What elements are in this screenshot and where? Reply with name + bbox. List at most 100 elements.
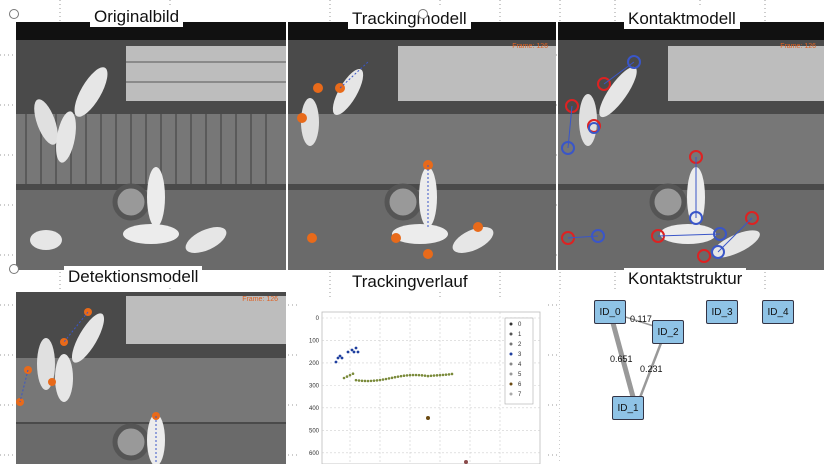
- track-point: [420, 374, 424, 377]
- track-point: [356, 350, 360, 354]
- track-point: [444, 373, 448, 376]
- track-point: [375, 379, 379, 382]
- graph-node-id3[interactable]: ID_3: [706, 300, 738, 324]
- legend-entry: 1: [518, 332, 522, 338]
- pen-photo: [16, 22, 286, 270]
- panel-title-structure: Kontaktstruktur: [624, 268, 747, 289]
- track-point: [432, 374, 436, 377]
- graph-node-id0[interactable]: ID_0: [594, 300, 626, 324]
- selection-handle[interactable]: [9, 9, 19, 19]
- track-point: [438, 373, 442, 377]
- track-point: [447, 373, 451, 376]
- track-point: [390, 376, 394, 380]
- track-point: [411, 373, 415, 377]
- track-point: [381, 378, 385, 381]
- track-point: [369, 379, 373, 383]
- legend-entry: 2: [518, 342, 522, 348]
- track-point: [387, 377, 391, 380]
- legend-marker: [509, 322, 513, 326]
- track-point: [393, 375, 397, 379]
- track-point: [384, 377, 388, 381]
- y-tick-label: 400: [309, 406, 320, 412]
- track-point: [426, 374, 430, 378]
- contact-photo: [558, 22, 824, 270]
- legend-marker: [509, 372, 513, 376]
- track-point: [441, 373, 445, 377]
- panel-title-contact: Kontaktmodell: [624, 8, 740, 29]
- graph-node-id1[interactable]: ID_1: [612, 396, 644, 420]
- y-tick-label: 100: [309, 338, 320, 344]
- edge-weight-label: 0.117: [630, 314, 652, 324]
- y-tick-label: 200: [309, 361, 320, 367]
- frame-counter: Frame: 126: [780, 43, 816, 50]
- track-point: [450, 372, 454, 376]
- legend-entry: 7: [518, 392, 522, 398]
- track-point: [414, 373, 418, 377]
- track-point: [423, 374, 427, 377]
- selection-handle[interactable]: [418, 9, 428, 19]
- track-point: [378, 378, 382, 382]
- plot-area: [321, 311, 541, 464]
- track-point: [354, 378, 358, 382]
- panel-title-detection: Detektionsmodell: [64, 266, 203, 287]
- legend-marker: [509, 352, 513, 356]
- legend-marker: [509, 342, 513, 346]
- legend-entry: 3: [518, 352, 522, 358]
- track-point: [417, 373, 421, 377]
- track-point: [348, 373, 352, 377]
- track-point: [402, 374, 406, 378]
- legend-marker: [509, 392, 513, 396]
- track-point: [342, 376, 346, 380]
- track-point: [372, 379, 376, 383]
- graph-node-id4[interactable]: ID_4: [762, 300, 794, 324]
- track-point: [352, 350, 356, 354]
- legend-marker: [509, 362, 513, 366]
- track-point: [426, 416, 430, 420]
- track-point: [464, 460, 468, 464]
- edge-weight-label: 0.231: [640, 364, 663, 374]
- track-point: [357, 379, 361, 382]
- y-tick-label: 0: [316, 316, 320, 322]
- edge-id0-id1: [607, 311, 639, 409]
- edge-weight-label: 0.651: [610, 354, 633, 364]
- graph-node-id2[interactable]: ID_2: [652, 320, 684, 344]
- legend-marker: [509, 332, 513, 336]
- legend-entry: 4: [518, 362, 522, 368]
- track-point: [363, 379, 367, 383]
- track-point: [408, 373, 412, 377]
- trajectory-chart: 0 100 200 300 400 500 600 0 1 2 3 4 5 6 7: [309, 311, 541, 464]
- track-point: [350, 348, 354, 352]
- track-point: [351, 372, 355, 375]
- legend-entry: 0: [518, 322, 522, 328]
- legend-entry: 6: [518, 382, 522, 388]
- tracking-photo: [288, 22, 556, 270]
- track-point: [338, 354, 342, 358]
- trajectory-chart-panel: 0 100 200 300 400 500 600 0 1 2 3 4 5 6 7: [300, 300, 545, 464]
- track-point: [360, 379, 364, 383]
- panel-title-trajectory: Trackingverlauf: [348, 271, 472, 292]
- y-tick-label: 500: [309, 428, 320, 434]
- contact-structure-panel: ID_0 ID_2 ID_3 ID_4 ID_1 0.117 0.651 0.2…: [560, 292, 824, 464]
- y-tick-label: 600: [309, 451, 320, 457]
- track-point: [346, 350, 350, 354]
- track-point: [405, 374, 409, 377]
- legend-box: [504, 317, 534, 405]
- detection-photo: [16, 292, 286, 464]
- track-point: [345, 375, 349, 378]
- track-point: [435, 374, 439, 377]
- track-point: [366, 379, 370, 383]
- frame-counter: Frame: 126: [512, 43, 548, 50]
- original-image-panel: [16, 22, 286, 270]
- track-point: [399, 374, 403, 378]
- track-point: [354, 346, 358, 350]
- panel-title-tracking: Trackingmodell: [348, 8, 471, 29]
- contact-model-panel: Frame: 126: [558, 22, 824, 270]
- legend-entry: 5: [518, 372, 522, 378]
- selection-handle[interactable]: [9, 264, 19, 274]
- track-point: [334, 360, 338, 364]
- tracking-model-panel: Frame: 126: [288, 22, 556, 270]
- frame-counter: Frame: 126: [242, 296, 278, 303]
- track-point: [336, 356, 340, 360]
- track-point: [429, 374, 433, 378]
